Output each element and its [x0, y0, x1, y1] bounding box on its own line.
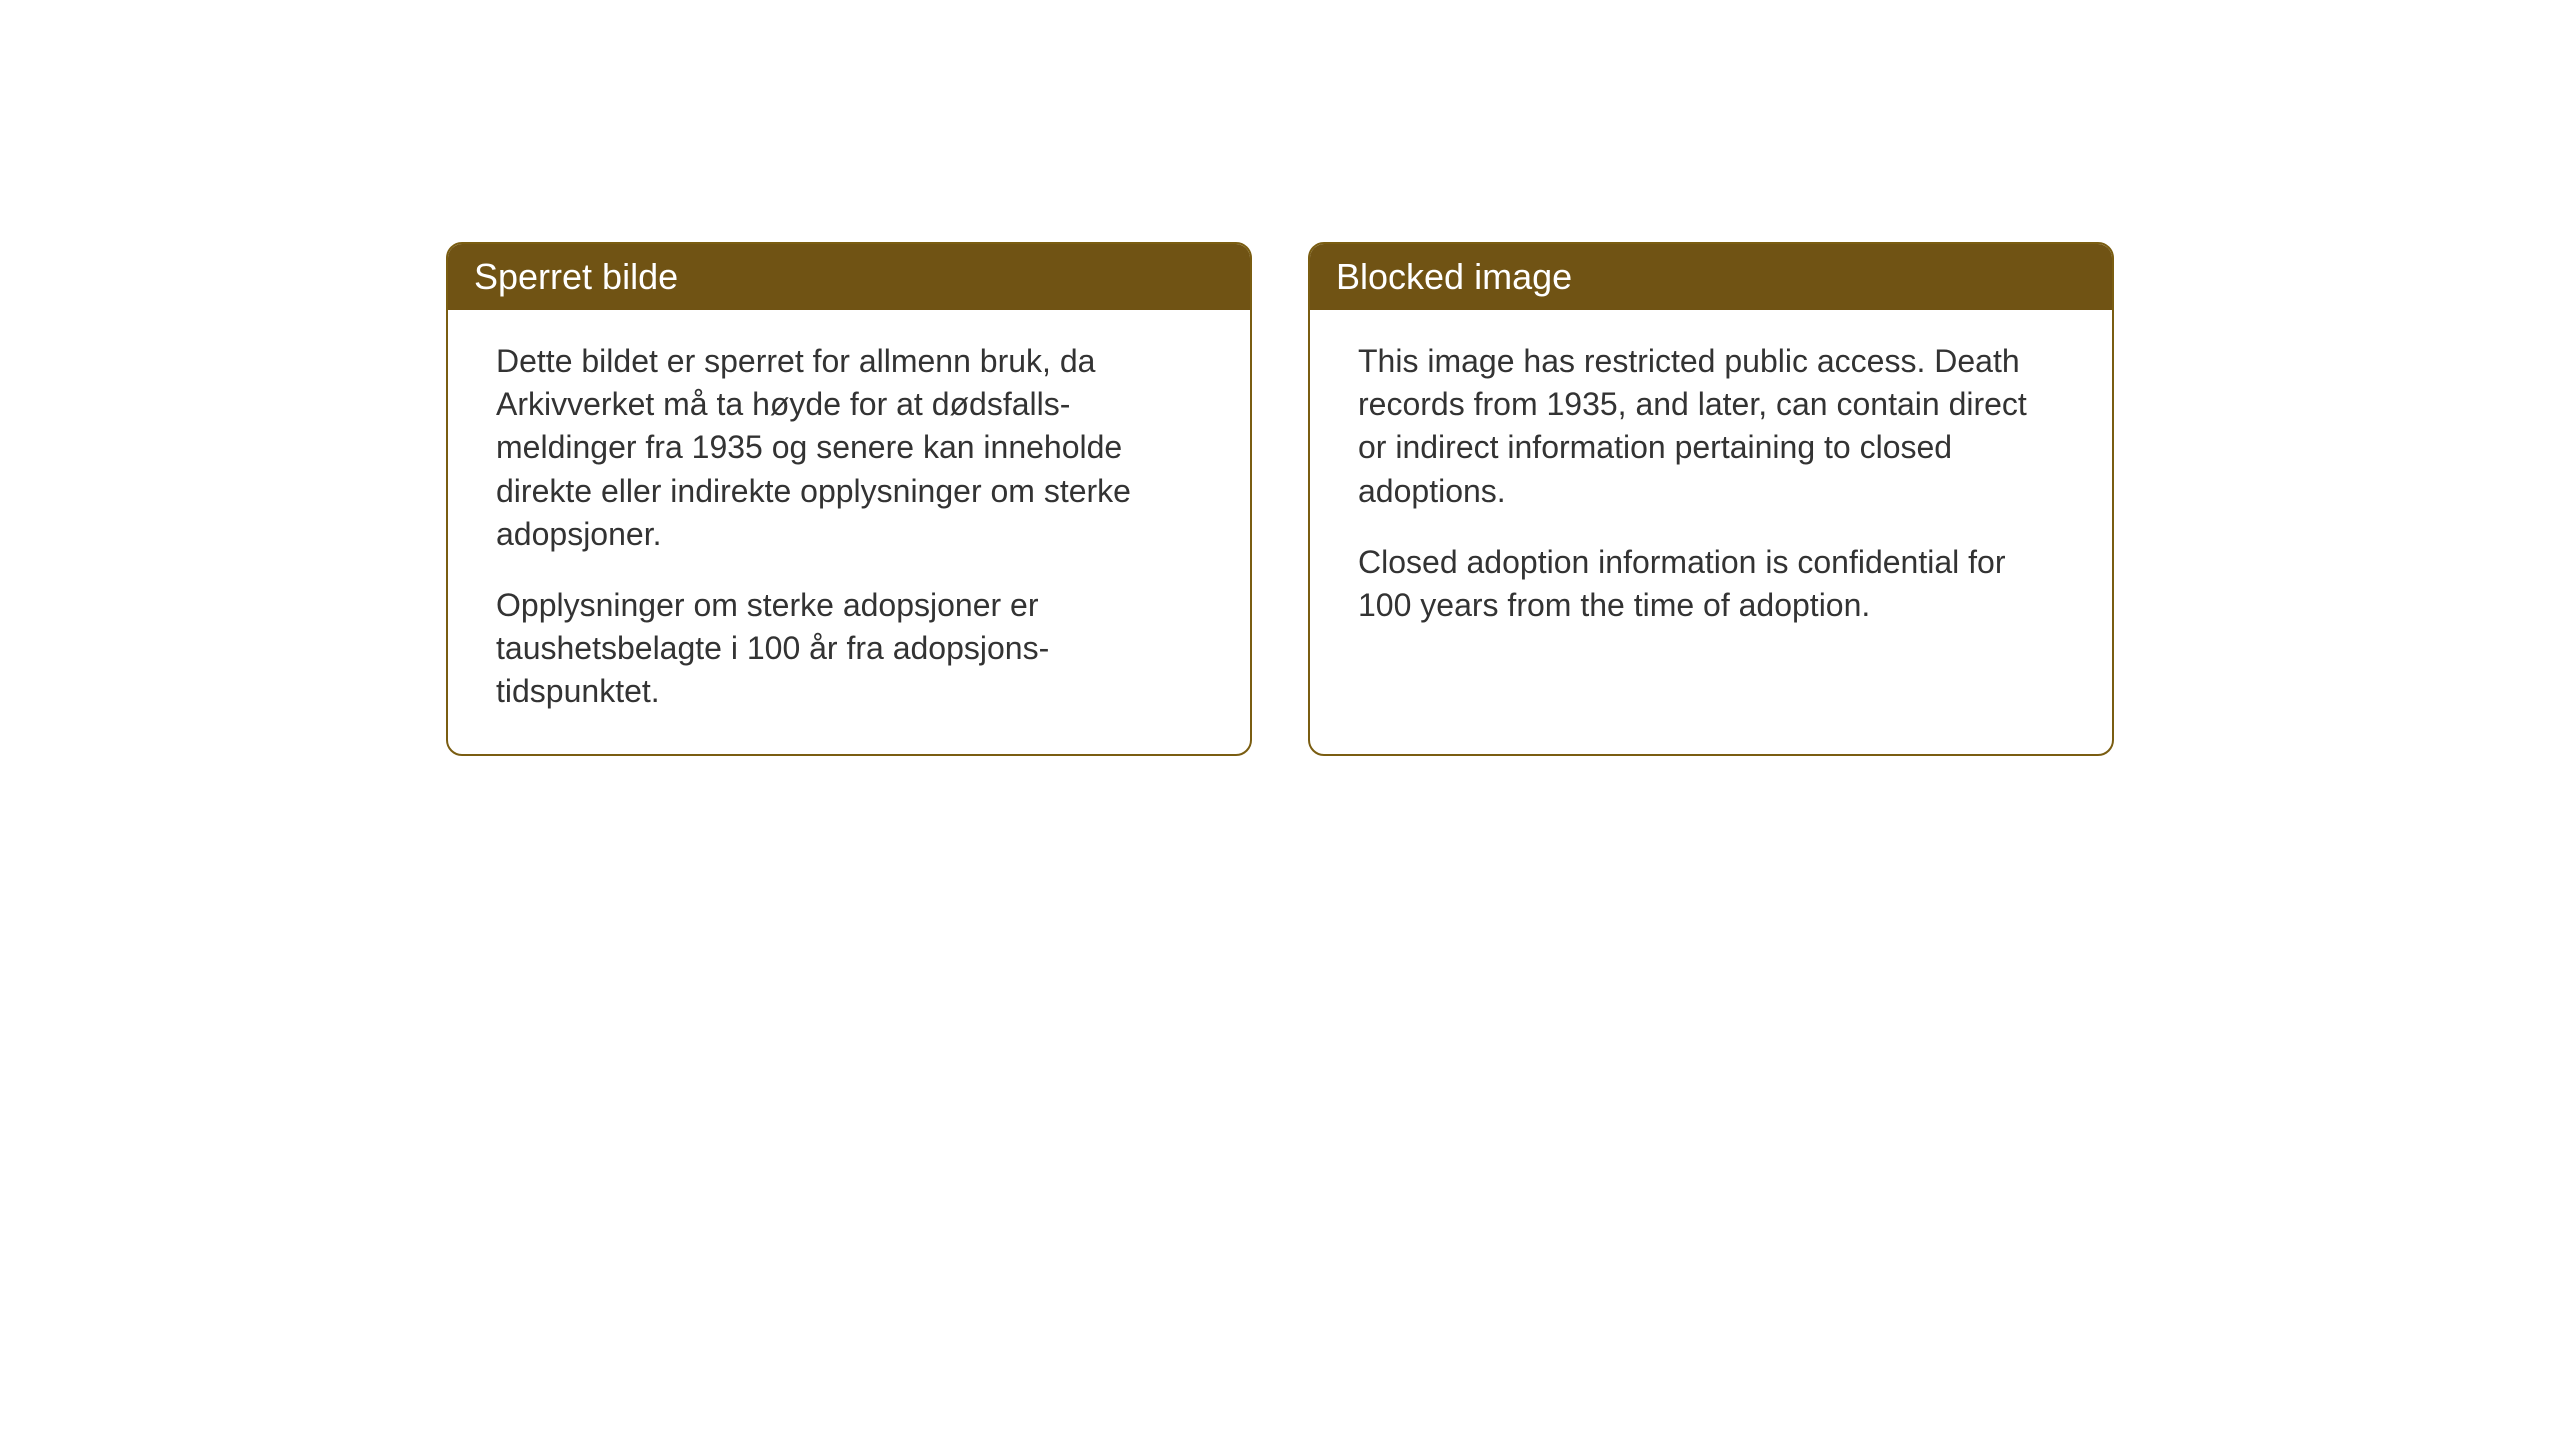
english-paragraph-2: Closed adoption information is confident… [1358, 541, 2064, 627]
english-card-body: This image has restricted public access.… [1310, 310, 2112, 667]
norwegian-card-title: Sperret bilde [448, 244, 1250, 310]
english-card-title: Blocked image [1310, 244, 2112, 310]
norwegian-paragraph-2: Opplysninger om sterke adopsjoner er tau… [496, 584, 1202, 714]
norwegian-notice-card: Sperret bilde Dette bildet er sperret fo… [446, 242, 1252, 756]
english-paragraph-1: This image has restricted public access.… [1358, 340, 2064, 513]
notice-container: Sperret bilde Dette bildet er sperret fo… [446, 242, 2114, 756]
norwegian-paragraph-1: Dette bildet er sperret for allmenn bruk… [496, 340, 1202, 556]
english-notice-card: Blocked image This image has restricted … [1308, 242, 2114, 756]
norwegian-card-body: Dette bildet er sperret for allmenn bruk… [448, 310, 1250, 754]
